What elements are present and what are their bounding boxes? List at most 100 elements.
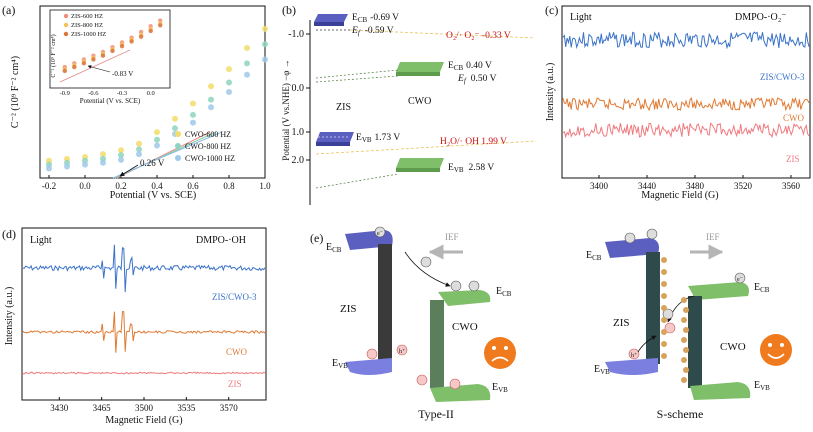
t2-hole-3 [416,374,428,386]
chart-a-annotation: 0.26 V [140,158,165,168]
t2-hole-4 [449,378,461,390]
a-xtick-label: 1.0 [259,181,271,191]
s-charge-dot [661,329,667,335]
s-title: S-scheme [657,407,704,421]
panel-label-c: (c) [545,3,558,17]
s-ecb-right: ECB [754,282,770,294]
t2-hole-2 [396,344,408,356]
s-zis-label: ZIS [613,317,630,329]
sad-face-icon [484,337,516,369]
s-zis-body [646,252,660,364]
cwo-cb-block [396,62,444,72]
legend-a-swatch-2 [175,155,181,161]
s-ief: IEF [706,232,720,242]
chart-c-ylabel: Intensity (a.u.) [545,63,556,122]
t2-electron-2 [420,256,432,268]
a-point [172,125,178,132]
s-charge-dot [661,317,667,323]
b-tick-1: 0.0 [292,83,305,94]
b-tick-0: -1.0 [288,29,304,40]
chart-d-xlabel: Magnetic Field (G) [105,415,182,426]
chart-c-lines [562,31,810,139]
inset-point [81,61,87,66]
inset-annotation: -0.83 V [112,70,133,78]
esr-line [562,31,810,50]
s-charge-dot [661,281,667,287]
s-charge-dot [661,353,667,359]
t2-electron-3 [450,280,462,292]
s-charge-dot [661,257,667,263]
a-xtick-label: -0.2 [42,181,56,191]
a-xtick-label: 0.2 [115,181,126,191]
a-point [100,159,106,166]
chart-d-frame [21,227,267,401]
cwo-vb-block [396,158,444,168]
a-xtick-label: 0.4 [151,181,163,191]
esr-line [562,122,810,139]
a-xtick-label: 0.8 [223,181,235,191]
esr-tick-label: 3520 [734,181,753,191]
inset-fit-line [59,49,131,83]
panel-label-a: (a) [2,3,15,17]
s-charge-dot [661,305,667,311]
a-point [226,89,232,95]
panel-c: (c) Light DMPO-·O₂⁻ 3400 3440 3480 3520 3560… [545,3,811,201]
t2-hole-label: h⁺ [399,349,405,355]
esr-line [22,310,266,353]
zis-cb-block [314,14,348,22]
s-electron-label: e⁻ [737,277,743,283]
t2-hole-1 [366,348,378,360]
chart-a-ylabel: C⁻² (10⁹ F⁻² cm⁴) [10,56,21,128]
c-label-zis: ZIS [786,154,800,164]
d-label-zis: ZIS [228,379,242,389]
a-point [46,165,52,172]
chart-d-xticks: 3430 3465 3500 3535 3570 [50,397,238,413]
s-interface-charges [661,257,689,383]
chart-c-xticks: 3400 3440 3480 3520 3560 [590,175,801,191]
esr-tick-label: 3500 [135,403,154,413]
s-cwo-body [688,296,702,388]
t2-evb-right: EVB [492,382,508,394]
s-charge-dot [681,357,687,363]
chart-c-frame [561,5,811,179]
cwo-evb-label: EVB 2.58 V [448,163,494,174]
a-point [262,56,268,63]
t2-ecb-right: ECB [496,286,512,298]
inset-xtick-label: -0.6 [88,90,99,97]
a-point [244,71,250,78]
esr-line [22,371,266,375]
t2-cwo-vb [430,384,491,402]
s-charge-dot [683,347,689,353]
s-evb-right: EVB [754,380,770,392]
s-charge-dot [661,269,667,275]
inset-series [62,18,163,74]
a-point [100,151,106,158]
panel-d: (d) Light DMPO-·OH 3430 3465 3500 3535 3570 … [2,227,267,426]
inset-legend-swatch-0 [63,13,69,19]
t2-zis-label: ZIS [340,303,357,315]
a-point [118,156,124,163]
panel-label-b: (b) [282,3,296,17]
t2-ief: IEF [445,232,459,242]
s-charge-dot [681,297,687,303]
s-charge-dot [683,327,689,333]
a-point [118,147,124,154]
a-point [64,163,70,170]
t2-ecb-left: ECB [326,242,342,254]
a-point [208,83,214,90]
inset-arrow [87,65,111,73]
a-point [208,104,214,111]
chart-a-inset: -0.9 -0.6 -0.3 0.0 -0.83 V Potential (V vs.… [49,9,171,105]
cwo-ef-label: Ef 0.50 V [457,74,497,85]
inset-point [148,28,153,34]
a-point [190,100,196,107]
s-hole-arrow [637,335,657,353]
inset-frame [49,9,171,89]
chart-c-tag: DMPO-·O₂⁻ [735,12,787,23]
inset-point [91,57,96,62]
inset-xtick-label: -0.9 [60,90,70,97]
zis-ecb-label: ECB -0.69 V [352,13,399,24]
o2-redox-label: O₂/· O₂⁻ -0.33 V [446,31,511,41]
s-cwo-vb [690,382,751,400]
